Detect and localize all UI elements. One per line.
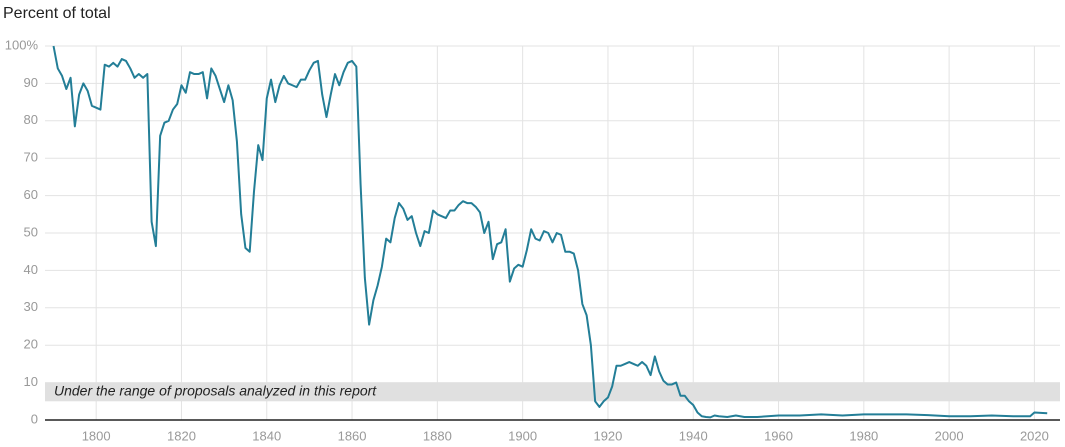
y-tick-label: 70 [24,150,38,165]
y-tick-label: 90 [24,75,38,90]
x-tick-label: 1900 [508,428,537,443]
x-tick-label: 1940 [679,428,708,443]
y-tick-label: 10 [24,374,38,389]
x-tick-label: 2020 [1020,428,1049,443]
x-tick-label: 1960 [764,428,793,443]
data-line [52,45,1048,419]
x-tick-label: 2000 [935,428,964,443]
y-tick-label: 0 [31,411,38,426]
x-tick-label: 1840 [252,428,281,443]
annotation-band [45,382,1060,402]
x-tick-label: 1920 [593,428,622,443]
x-tick-label: 1980 [849,428,878,443]
y-axis-label: Percent of total [3,5,111,22]
x-tick-label: 1800 [82,428,111,443]
y-tick-label: 20 [24,337,38,352]
y-tick-label: 40 [24,262,38,277]
y-tick-label: 100% [5,37,39,52]
y-tick-label: 30 [24,299,38,314]
y-tick-label: 60 [24,187,38,202]
x-tick-label: 1860 [338,428,367,443]
y-tick-label: 50 [24,224,38,239]
annotation-text: Under the range of proposals analyzed in… [54,383,377,399]
y-tick-label: 80 [24,112,38,127]
x-tick-label: 1880 [423,428,452,443]
x-tick-label: 1820 [167,428,196,443]
